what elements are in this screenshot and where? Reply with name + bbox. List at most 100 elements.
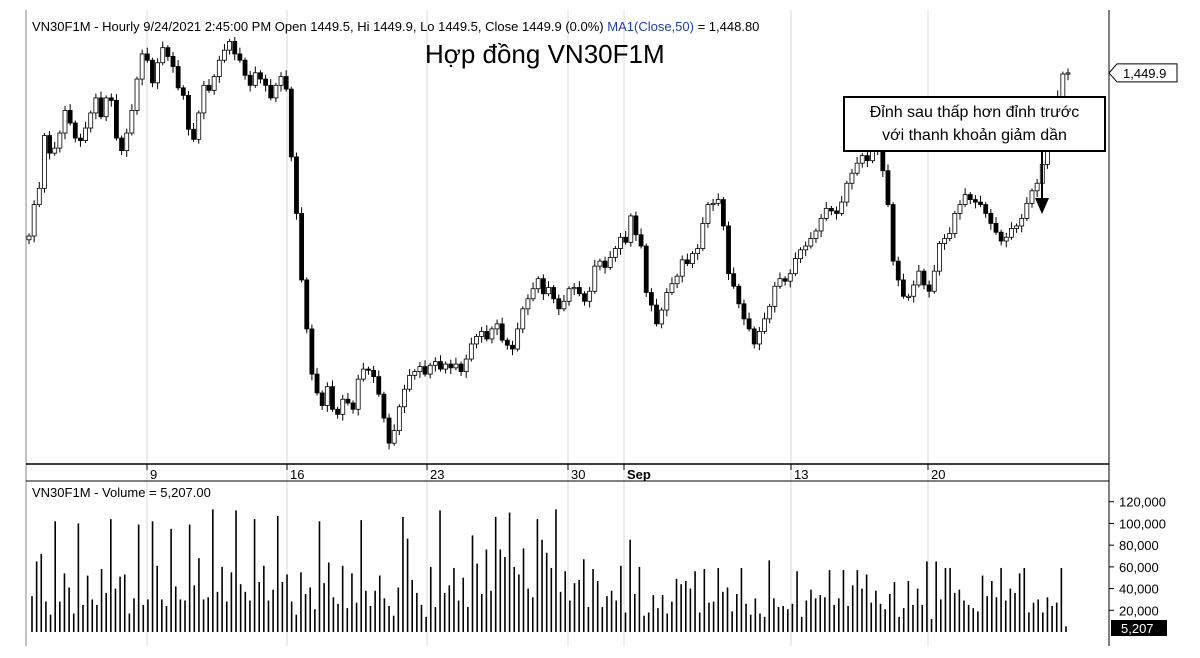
- candle-up: [1029, 190, 1035, 204]
- annotation-line-1: Đỉnh sau thấp hơn đỉnh trước: [869, 104, 1080, 121]
- candle-up: [1019, 218, 1025, 227]
- candle-down: [504, 339, 510, 346]
- candle-up: [402, 388, 407, 408]
- candle-up: [525, 298, 531, 310]
- candle-up: [489, 328, 495, 340]
- candle-up: [777, 278, 783, 287]
- chart-title: Hợp đồng VN30F1M: [425, 39, 665, 69]
- candle-down: [78, 137, 83, 141]
- candle-up: [592, 265, 598, 292]
- candle-up: [124, 132, 130, 152]
- candle-up: [767, 305, 773, 320]
- candle-down: [540, 278, 546, 295]
- candle-up: [762, 318, 767, 332]
- candle-up: [813, 230, 819, 239]
- candle-up: [618, 236, 623, 249]
- candle-up: [962, 194, 968, 206]
- candle-up: [612, 248, 618, 258]
- candle-up: [659, 309, 665, 325]
- candle-down: [108, 97, 114, 101]
- x-tick-label: Sep: [627, 467, 651, 482]
- candle-up: [1060, 73, 1066, 98]
- candle-down: [731, 273, 737, 287]
- annotation-box: Đỉnh sau thấp hơn đỉnh trước với thanh k…: [843, 96, 1106, 152]
- candle-up: [324, 386, 330, 406]
- candle-down: [643, 245, 649, 293]
- candle-up: [571, 287, 577, 290]
- candle-down: [206, 84, 212, 91]
- candle-up: [432, 361, 438, 366]
- candle-down: [726, 225, 731, 275]
- candle-down: [165, 47, 171, 57]
- candle-up: [36, 187, 42, 206]
- candle-up: [597, 260, 603, 267]
- candle-down: [576, 287, 582, 295]
- x-tick-label: 20: [931, 467, 945, 482]
- candle-up: [216, 59, 222, 77]
- candle-up: [463, 358, 469, 372]
- price-candles: [26, 36, 1071, 450]
- candle-down: [890, 204, 896, 262]
- candle-up: [93, 97, 99, 114]
- candle-up: [42, 135, 47, 189]
- candle-down: [448, 363, 454, 369]
- candle-up: [479, 331, 485, 337]
- candle-up: [664, 292, 670, 311]
- candle-up: [1009, 228, 1014, 238]
- x-tick-label: 30: [571, 467, 585, 482]
- x-tick-label: 23: [430, 467, 444, 482]
- candle-up: [252, 72, 258, 86]
- candle-down: [350, 402, 356, 410]
- candle-up: [931, 270, 937, 292]
- candle-down: [98, 97, 104, 118]
- candle-down: [895, 260, 901, 281]
- candle-up: [1003, 236, 1009, 242]
- candle-up: [798, 249, 803, 260]
- candle-down: [834, 210, 839, 214]
- candle-down: [150, 59, 155, 84]
- candle-down: [258, 72, 263, 80]
- candle-down: [438, 361, 443, 370]
- candle-down: [648, 292, 654, 306]
- volume-bars: [31, 509, 1067, 632]
- candle-up: [453, 363, 459, 369]
- candle-up: [427, 364, 433, 375]
- candle-up: [196, 112, 202, 140]
- candle-down: [386, 417, 392, 444]
- candle-down: [973, 199, 978, 203]
- candle-down: [926, 284, 932, 292]
- candle-up: [474, 336, 479, 345]
- candle-down: [684, 259, 690, 265]
- candle-down: [330, 386, 335, 410]
- header-info: VN30F1M - Hourly 9/24/2021 2:45:00 PM Op…: [32, 19, 604, 34]
- candle-down: [510, 344, 515, 350]
- candle-up: [566, 288, 572, 302]
- candle-up: [823, 207, 829, 219]
- candle-down: [237, 53, 243, 61]
- candle-down: [983, 204, 989, 214]
- candle-up: [942, 238, 947, 244]
- candle-up: [792, 258, 798, 275]
- candle-up: [947, 233, 953, 239]
- last-price-label: 1,449.9: [1123, 66, 1166, 81]
- candle-down: [191, 128, 196, 140]
- candle-up: [1024, 202, 1030, 219]
- candle-up: [849, 172, 855, 184]
- candle-up: [83, 127, 88, 141]
- candle-up: [916, 270, 922, 286]
- candle-down: [484, 331, 490, 340]
- candle-up: [129, 110, 135, 134]
- candle-down: [345, 398, 351, 404]
- candle-down: [170, 56, 176, 67]
- annotation-line-2: với thanh khoản giảm dần: [882, 127, 1067, 144]
- candle-up: [911, 284, 917, 297]
- candle-up: [906, 295, 911, 298]
- candle-down: [309, 328, 315, 375]
- candle-up: [407, 374, 413, 390]
- candle-up: [26, 235, 32, 241]
- candle-up: [952, 212, 958, 234]
- candle-up: [1065, 72, 1071, 75]
- candle-down: [263, 78, 269, 86]
- candle-up: [468, 343, 474, 360]
- candle-down: [499, 323, 505, 341]
